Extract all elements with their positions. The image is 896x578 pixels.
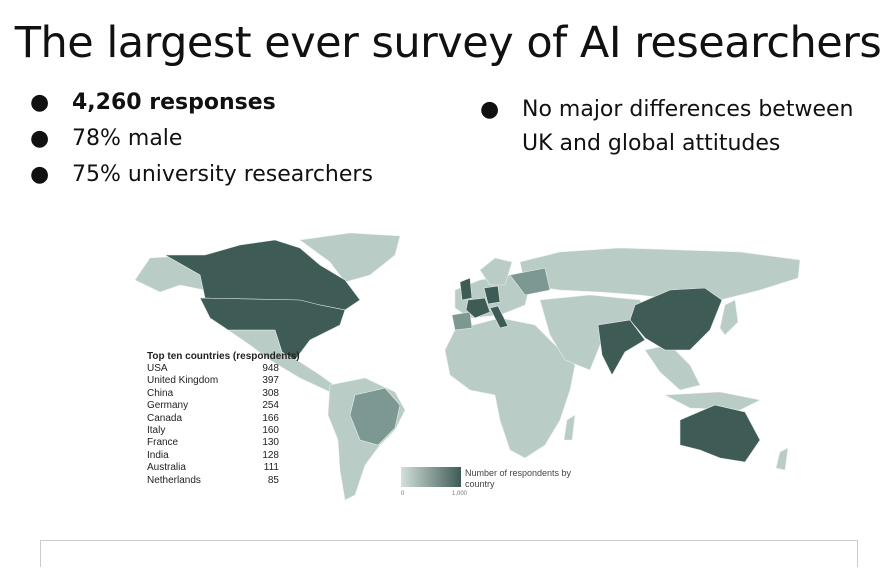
bullet-text: 4,260 responses: [72, 90, 276, 115]
respondent-count: 111: [263, 462, 279, 474]
bullet-text: No major differences between UK and glob…: [522, 97, 854, 156]
respondent-count: 130: [262, 437, 279, 449]
country-name: Australia: [147, 462, 186, 474]
country-new-zealand: [775, 447, 789, 471]
country-madagascar: [563, 414, 576, 441]
country-japan: [719, 299, 739, 336]
respondent-count: 254: [262, 400, 279, 412]
region-southeast-asia: [644, 344, 701, 391]
table-row: Italy 160: [147, 425, 300, 437]
country-russia-west: [509, 267, 551, 296]
country-name: Canada: [147, 412, 183, 424]
country-greenland: [299, 232, 401, 283]
bullet-text: 75% university researchers: [72, 162, 373, 187]
country-india: [597, 319, 646, 376]
country-usa: [199, 297, 346, 361]
country-name: USA: [147, 363, 168, 374]
country-name: Italy: [147, 424, 166, 436]
respondent-count: 397: [262, 375, 279, 387]
bullet-item: ● 78% male: [28, 124, 373, 160]
table-header: Top ten countries (respondents): [147, 351, 300, 362]
country-germany: [483, 285, 501, 305]
country-name: Netherlands: [147, 474, 201, 486]
bullet-icon: ●: [30, 162, 50, 187]
footer-divider: [40, 540, 858, 567]
country-australia: [679, 404, 761, 463]
country-name: United Kingdom: [147, 375, 219, 387]
respondent-count: 948: [262, 363, 279, 374]
table-row: USA 948: [147, 363, 300, 375]
bullet-icon: ●: [30, 90, 50, 115]
country-italy: [489, 305, 509, 329]
table-row: Australia 111: [147, 462, 300, 474]
country-name: China: [147, 387, 174, 399]
table-row: India 128: [147, 450, 300, 462]
country-name: Germany: [147, 400, 189, 412]
country-uk: [459, 277, 473, 301]
left-bullet-list: ● 4,260 responses ● 78% male ● 75% universi…: [28, 88, 373, 196]
legend-max-tick: 1,000: [452, 491, 468, 497]
legend-label: Number of respondents by country: [465, 468, 572, 489]
respondent-count: 308: [262, 387, 279, 399]
table-row: France 130: [147, 437, 300, 449]
bullet-icon: ●: [30, 126, 50, 151]
respondent-count: 160: [262, 424, 279, 436]
table-row: United Kingdom 397: [147, 375, 300, 387]
top-countries-table: Top ten countries (respondents) USA 948 Un…: [147, 351, 300, 487]
region-africa: [444, 317, 576, 459]
bullet-item: ● 4,260 responses: [28, 88, 373, 124]
bullet-text: 78% male: [72, 126, 183, 151]
country-name: India: [147, 449, 169, 461]
table-row: China 308: [147, 388, 300, 400]
table-row: Germany 254: [147, 400, 300, 412]
country-france: [465, 297, 491, 319]
respondent-count: 166: [262, 412, 279, 424]
country-china: [629, 287, 723, 351]
bullet-item: ● 75% university researchers: [28, 160, 373, 196]
country-brazil: [349, 387, 401, 446]
country-name: France: [147, 437, 179, 449]
respondent-count: 85: [267, 474, 279, 486]
bullet-icon: ●: [480, 97, 500, 122]
legend-min-tick: 0: [401, 491, 405, 497]
right-bullet-list: ● No major differences between UK and glo…: [478, 93, 888, 161]
table-row: Netherlands 85: [147, 475, 300, 487]
slide-title: The largest ever survey of AI researcher…: [14, 18, 882, 68]
table-row: Canada 166: [147, 413, 300, 425]
legend-color-scale: [401, 467, 461, 487]
region-indonesia: [663, 391, 761, 411]
region-russia: [519, 247, 801, 301]
respondent-count: 128: [262, 449, 279, 461]
bullet-item: ● No major differences between UK and glo…: [478, 93, 888, 161]
region-scandinavia: [479, 257, 513, 286]
country-spain: [451, 311, 473, 331]
